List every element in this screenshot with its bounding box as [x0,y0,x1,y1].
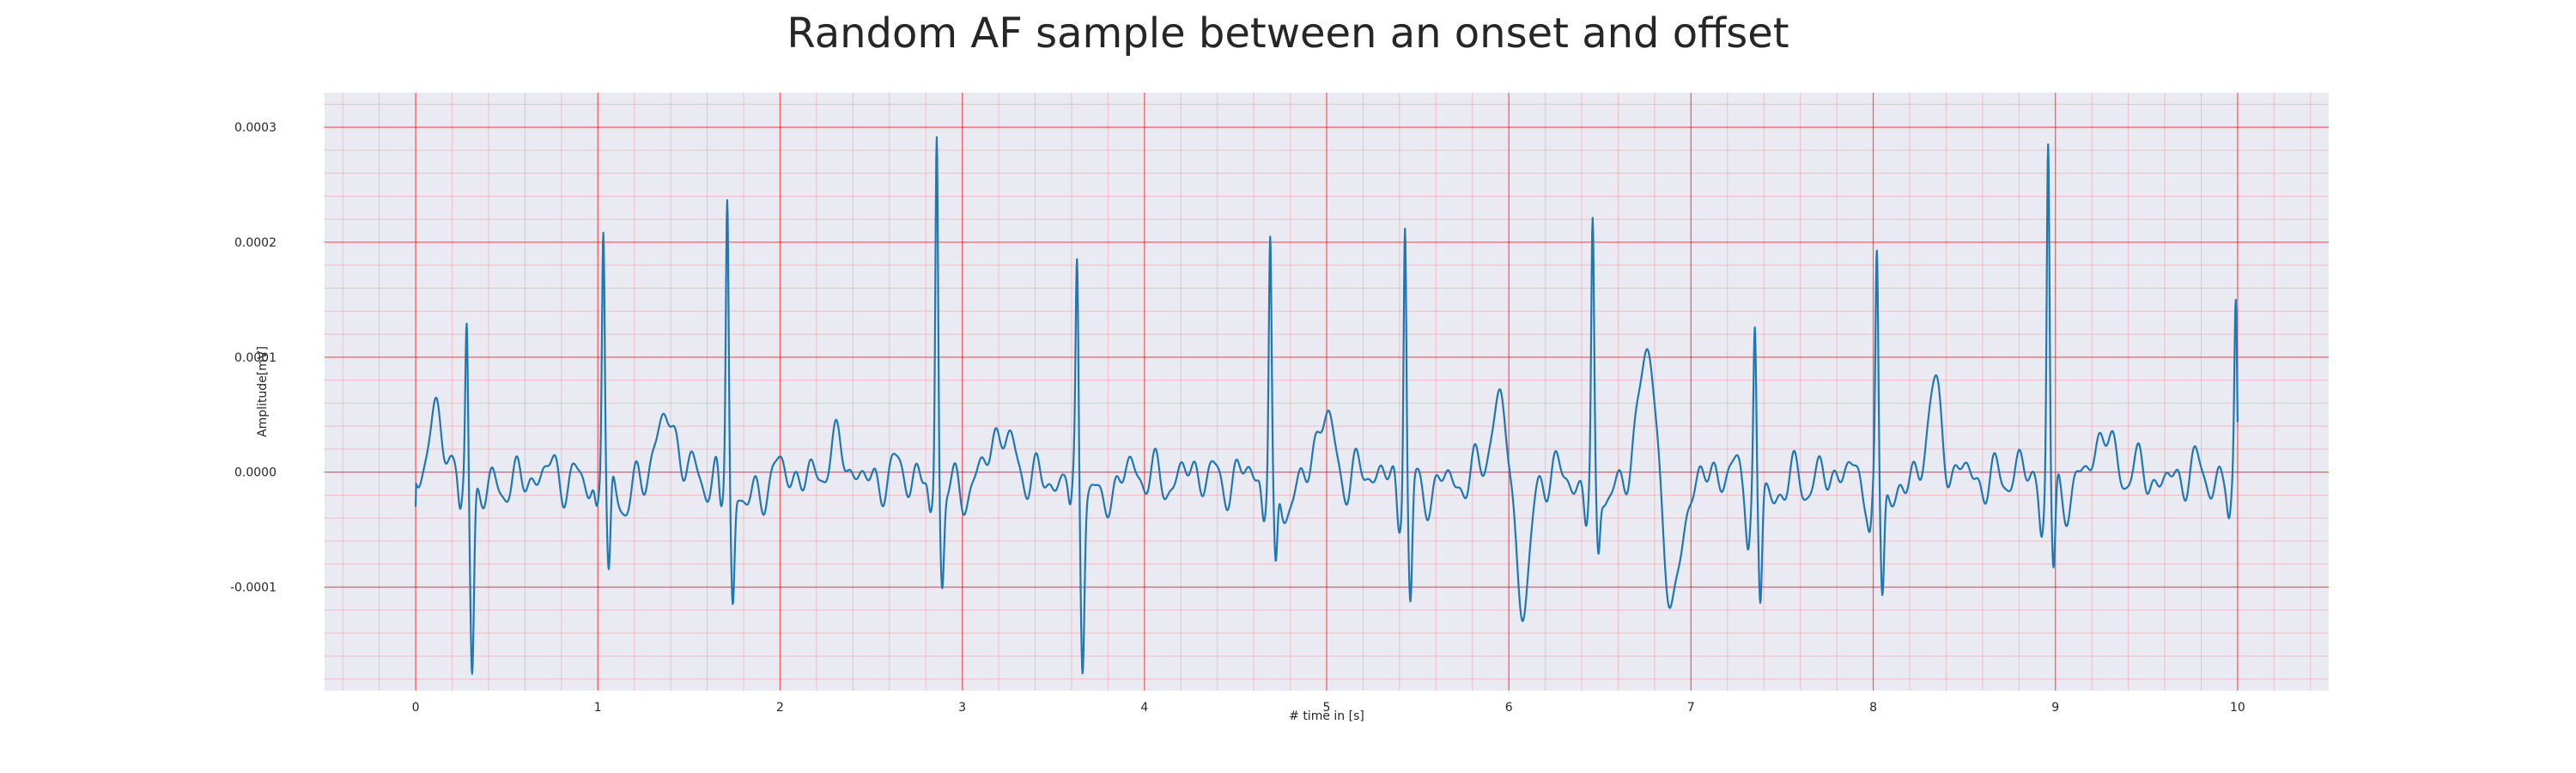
x-tick-label: 7 [1687,701,1695,715]
x-tick-labels: 0 1 2 3 4 5 6 7 8 9 10 [412,701,2245,715]
y-tick-label: 0.0003 [234,121,276,135]
x-tick-label: 6 [1505,701,1513,715]
x-tick-label: 2 [776,701,784,715]
y-tick-label: 0.0000 [234,466,276,480]
x-tick-label: 3 [958,701,966,715]
y-tick-label: 0.0002 [234,236,276,250]
x-tick-label: 10 [2230,701,2245,715]
y-tick-label: -0.0001 [230,581,276,595]
x-tick-label: 9 [2051,701,2059,715]
x-tick-label: 8 [1869,701,1877,715]
x-tick-label: 1 [594,701,602,715]
major-grid [325,93,2329,691]
x-axis-label: # time in [s] [1289,709,1364,723]
ecg-signal-line [414,136,2239,675]
x-tick-label: 4 [1140,701,1148,715]
chart-title: Random AF sample between an onset and of… [787,9,1789,58]
y-axis-label: Amplitude[mV] [256,346,270,437]
y-tick-label: 0.0001 [234,351,276,365]
y-tick-labels: -0.0001 0.0000 0.0001 0.0002 0.0003 [230,121,276,594]
x-tick-label: 0 [412,701,420,715]
x-tick-label: 5 [1323,701,1331,715]
